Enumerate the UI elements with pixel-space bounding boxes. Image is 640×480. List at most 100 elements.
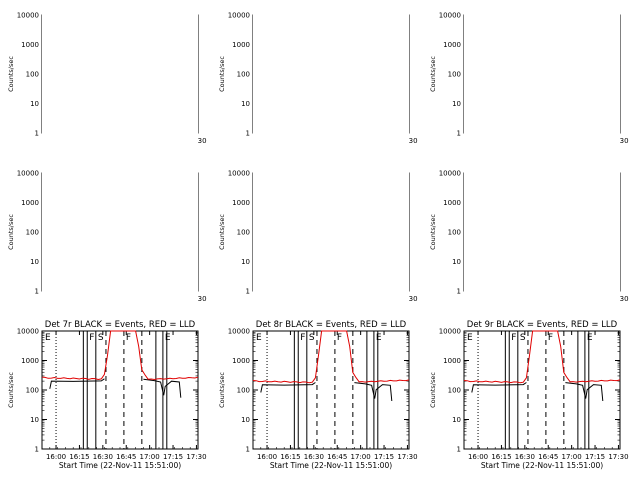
x-tick-label: 16:00 bbox=[468, 453, 488, 461]
y-tick-label: 10 bbox=[30, 416, 39, 424]
panel-det-9r: 1 10 100 1000 10000 Counts/sec 16:00 16:15 16:30… bbox=[429, 0, 629, 470]
x-tick-label: 17:15 bbox=[374, 453, 394, 461]
y-axis-label: Counts/sec bbox=[218, 214, 226, 250]
y-tick-label: 100 bbox=[448, 71, 461, 79]
y-axis-label: Counts/sec bbox=[7, 214, 15, 250]
x-tick-label: 16:30 bbox=[304, 453, 324, 461]
event-label-E: E bbox=[256, 333, 262, 343]
y-axis-label: Counts/sec bbox=[429, 214, 437, 250]
event-label-F: F bbox=[300, 333, 305, 343]
x-tick-label: 16:15 bbox=[280, 453, 300, 461]
events-series-line bbox=[260, 382, 316, 393]
event-label-E: E bbox=[45, 333, 51, 343]
y-tick-label: 1 bbox=[457, 130, 461, 138]
panel-det-8r: 1 10 100 1000 10000 Counts/sec 16:00 16:15 16:30… bbox=[218, 0, 418, 470]
x-tick-label: 16:15 bbox=[69, 453, 89, 461]
y-tick-label: 1 bbox=[457, 446, 461, 454]
x-tick-label: 16:45 bbox=[538, 453, 558, 461]
y-axis-label: Counts/sec bbox=[7, 372, 15, 408]
lld-series-line bbox=[41, 330, 199, 381]
panel-title: Det 7r BLACK = Events, RED = LLD bbox=[45, 320, 196, 330]
y-tick-label: 1000 bbox=[232, 357, 250, 365]
event-label-E: E bbox=[376, 333, 382, 343]
y-tick-label: 10 bbox=[452, 258, 461, 266]
events-series-line bbox=[471, 382, 527, 393]
y-axis-label: Counts/sec bbox=[429, 372, 437, 408]
lld-series-line bbox=[252, 330, 410, 384]
y-tick-label: 10000 bbox=[17, 12, 39, 20]
y-tick-label: 1000 bbox=[232, 41, 250, 49]
plot-frame bbox=[41, 330, 199, 450]
x-axis-label: Start Time (22-Nov-11 15:51:00) bbox=[270, 461, 392, 470]
events-series-line bbox=[143, 378, 182, 398]
y-tick-label: 1 bbox=[457, 288, 461, 296]
y-tick-label: 10000 bbox=[228, 12, 250, 20]
y-tick-label: 100 bbox=[237, 229, 250, 237]
y-tick-label: 100 bbox=[448, 229, 461, 237]
y-tick-label: 100 bbox=[26, 229, 39, 237]
event-label-E: E bbox=[467, 333, 473, 343]
x-tick-label: 17:00 bbox=[351, 453, 371, 461]
y-tick-label: 1 bbox=[246, 446, 250, 454]
y-tick-label: 10 bbox=[452, 416, 461, 424]
y-tick-label: 100 bbox=[448, 387, 461, 395]
x-axis-label: Start Time (22-Nov-11 15:51:00) bbox=[481, 461, 603, 470]
y-tick-label: 1 bbox=[35, 446, 39, 454]
event-label-S: S bbox=[309, 333, 315, 343]
y-tick-label: 10 bbox=[30, 100, 39, 108]
event-label-F: F bbox=[126, 333, 131, 343]
y-tick-label: 1 bbox=[35, 130, 39, 138]
clip-mask bbox=[253, 0, 409, 331]
y-tick-label: 100 bbox=[237, 387, 250, 395]
y-tick-label: 10000 bbox=[228, 328, 250, 336]
y-tick-label: 100 bbox=[26, 387, 39, 395]
x-tick-label: 17:15 bbox=[163, 453, 183, 461]
y-tick-label: 1000 bbox=[21, 41, 39, 49]
y-tick-label: 100 bbox=[26, 71, 39, 79]
x-tick-label: 17:00 bbox=[562, 453, 582, 461]
events-series-line bbox=[49, 378, 105, 389]
x-tick-label: 16:30 bbox=[93, 453, 113, 461]
y-axis-label: Counts/sec bbox=[218, 372, 226, 408]
x-tick-label: 17:15 bbox=[585, 453, 605, 461]
y-tick-label: 10 bbox=[241, 258, 250, 266]
event-label-F: F bbox=[337, 333, 342, 343]
events-series-line bbox=[354, 382, 393, 402]
y-tick-label: 1 bbox=[246, 288, 250, 296]
y-tick-label: 10 bbox=[452, 100, 461, 108]
event-label-E: E bbox=[165, 333, 171, 343]
event-label-F: F bbox=[89, 333, 94, 343]
x-tick-label: 16:45 bbox=[116, 453, 136, 461]
y-tick-label: 1000 bbox=[232, 199, 250, 207]
y-tick-label: 10000 bbox=[17, 170, 39, 178]
x-tick-label: 16:30 bbox=[515, 453, 535, 461]
plot-frame bbox=[463, 330, 621, 450]
clip-mask bbox=[42, 0, 198, 331]
y-tick-label: 10 bbox=[30, 258, 39, 266]
x-tick-label: 17:30 bbox=[397, 453, 417, 461]
y-axis-label: Counts/sec bbox=[7, 56, 15, 92]
x-tick-label: 16:00 bbox=[257, 453, 277, 461]
event-label-F: F bbox=[511, 333, 516, 343]
y-tick-label: 10000 bbox=[439, 170, 461, 178]
events-series-line bbox=[565, 382, 604, 402]
x-tick-label: 17:30 bbox=[186, 453, 206, 461]
y-tick-label: 1 bbox=[246, 130, 250, 138]
x-axis-label: Start Time (22-Nov-11 15:51:00) bbox=[59, 461, 181, 470]
y-tick-label: 1000 bbox=[443, 357, 461, 365]
y-axis-label: Counts/sec bbox=[218, 56, 226, 92]
lld-series-line bbox=[463, 330, 621, 384]
panel-title: Det 9r BLACK = Events, RED = LLD bbox=[467, 320, 618, 330]
x-tick-label: 17:30 bbox=[608, 453, 628, 461]
y-tick-label: 1000 bbox=[21, 357, 39, 365]
panel-det-7r: 1 10 100 1000 10000 Counts/sec 16:00 16:15 16:30… bbox=[7, 0, 207, 470]
y-tick-label: 10000 bbox=[439, 12, 461, 20]
event-label-S: S bbox=[98, 333, 104, 343]
y-tick-label: 1 bbox=[35, 288, 39, 296]
y-tick-label: 10000 bbox=[439, 328, 461, 336]
y-tick-label: 1000 bbox=[21, 199, 39, 207]
plot-frame bbox=[252, 330, 410, 450]
y-tick-label: 10 bbox=[241, 100, 250, 108]
clip-mask bbox=[464, 0, 620, 331]
